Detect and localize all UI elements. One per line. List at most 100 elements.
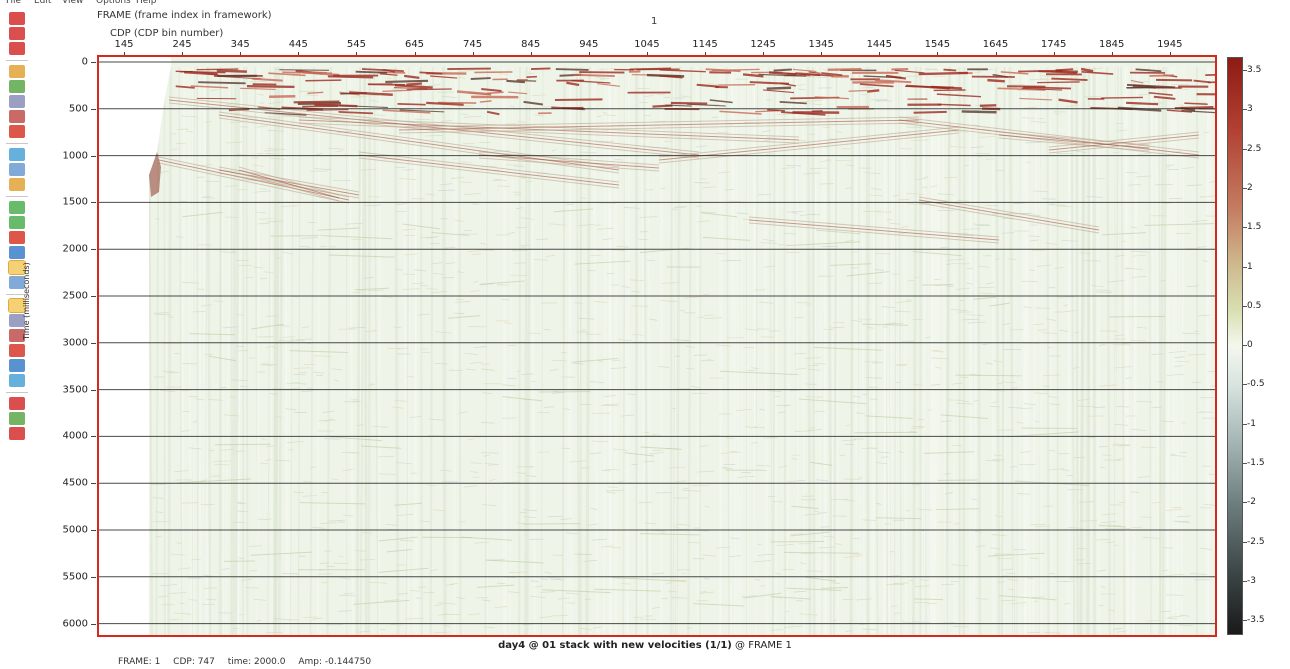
deep-reflector [356,287,389,291]
noise-speckle [1028,235,1041,238]
noise-speckle [352,400,362,403]
noise-speckle [1176,515,1191,518]
noise-speckle [707,434,720,437]
trace-column [994,66,1001,635]
reload-icon[interactable] [9,231,25,244]
noise-speckle [907,203,925,205]
select-icon[interactable] [8,260,26,275]
arrow-icon[interactable] [9,359,25,372]
stop-icon[interactable] [9,27,25,40]
close-icon[interactable] [9,12,25,25]
shallow-reflector [198,81,246,85]
menu-item-view[interactable]: View [62,0,84,6]
menu-item-help[interactable]: Help [136,0,157,6]
previous-icon[interactable] [9,201,25,214]
frame-icon[interactable] [8,298,26,313]
trace-column [277,66,285,635]
trace-column [786,66,792,635]
print-icon[interactable] [9,95,25,108]
play-icon[interactable] [9,246,25,259]
noise-speckle [868,447,877,450]
trace-column [687,66,693,635]
noise-speckle [1188,353,1206,356]
trace-column [795,66,799,635]
zoom-out-icon[interactable] [9,125,25,138]
cancel-icon[interactable] [9,42,25,55]
save-icon[interactable] [9,80,25,93]
paste-icon[interactable] [9,163,25,176]
noise-speckle [519,244,531,247]
copy-icon[interactable] [9,148,25,161]
shallow-reflector [1153,95,1176,100]
noise-speckle [644,95,654,97]
noise-speckle [1048,449,1055,452]
noise-speckle [350,96,367,98]
zoom-in-icon[interactable] [9,110,25,123]
noise-speckle [470,290,480,292]
noise-speckle [457,271,464,274]
noise-speckle [395,462,412,465]
x-tick-label: 1745 [1040,39,1067,50]
trace-column [636,66,641,635]
text-icon[interactable] [9,344,25,357]
noise-speckle [844,499,855,502]
rotate-icon[interactable] [9,314,25,327]
menu-item-file[interactable]: File [6,0,22,6]
open-icon[interactable] [9,65,25,78]
seismic-section-canvas[interactable] [99,57,1215,635]
noise-speckle [930,383,940,386]
noise-speckle [565,592,579,595]
noise-speckle [1007,578,1018,581]
noise-speckle [753,426,766,429]
colorbar-tick-mark [1243,109,1247,111]
record-icon[interactable] [9,397,25,410]
trace-column [1031,66,1038,635]
deep-reflector [1144,223,1215,226]
colorbar-tick-mark [1243,345,1247,347]
noise-speckle [587,269,597,272]
noise-speckle [932,88,942,90]
noise-speckle [1077,398,1090,401]
noise-speckle [534,114,545,117]
noise-speckle [860,86,874,89]
noise-speckle [580,197,587,199]
deep-reflector [431,232,469,236]
noise-speckle [1196,245,1207,249]
layout-icon[interactable] [9,276,25,289]
noise-speckle [830,498,848,501]
status-cdp: CDP: 747 [173,657,215,667]
noise-speckle [639,216,658,218]
noise-speckle [778,411,786,414]
seismic-section-plot[interactable] [97,55,1217,637]
axis-icon[interactable] [9,329,25,342]
pick-icon[interactable] [9,374,25,387]
noise-speckle [320,522,338,524]
trace-column [674,66,682,635]
menu-item-options[interactable]: Options [96,0,131,6]
noise-speckle [674,526,679,528]
shallow-reflector [307,91,324,95]
noise-speckle [155,511,163,513]
noise-speckle [419,520,431,523]
menu-item-edit[interactable]: Edit [34,0,52,6]
noise-speckle [943,176,958,179]
next-icon[interactable] [9,216,25,229]
deep-reflector [790,531,830,537]
noise-speckle [1079,252,1091,254]
noise-speckle [270,157,286,160]
undo-icon[interactable] [9,178,25,191]
deep-reflector [330,436,382,442]
shallow-reflector [1055,69,1078,73]
noise-speckle [588,523,598,526]
shallow-reflector [814,96,849,100]
grid-icon[interactable] [9,412,25,425]
colorbar-tick-label: 0.5 [1247,300,1262,311]
pin-icon[interactable] [9,427,25,440]
dipping-reflector [478,157,660,172]
dipping-reflector [218,117,620,174]
noise-speckle [611,249,624,251]
y-tick-mark [91,389,96,391]
noise-speckle [159,170,169,173]
x-tick-label: 1445 [866,39,893,50]
noise-speckle [1115,254,1125,257]
